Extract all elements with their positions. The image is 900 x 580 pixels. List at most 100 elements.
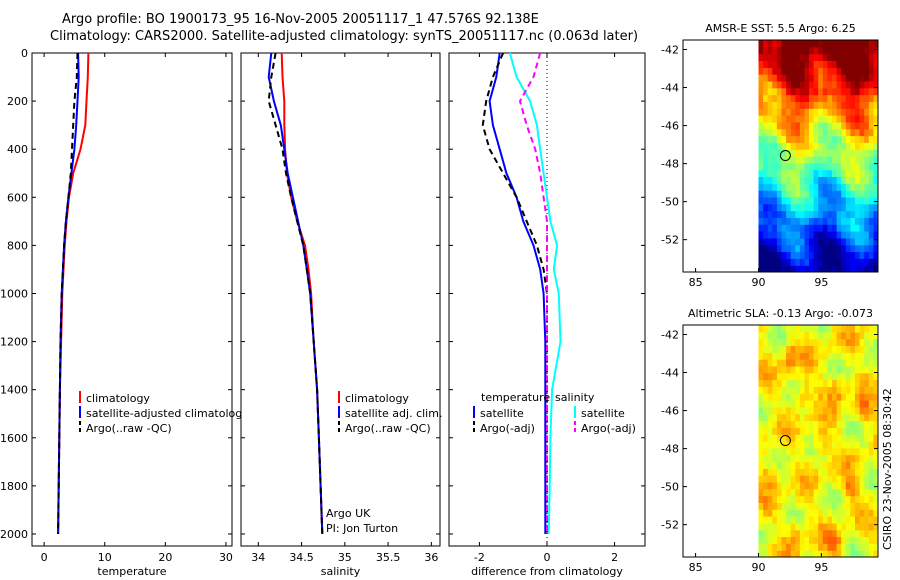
sla_map-cell (845, 475, 851, 483)
sst_map-cell (809, 149, 815, 157)
sla_map-cell (758, 481, 764, 490)
sla_map-cell (822, 454, 828, 462)
sla_map-cell (859, 372, 865, 381)
sst_map-cell (776, 231, 783, 239)
sst_map-cell (859, 67, 865, 75)
sst_map-cell (868, 196, 874, 205)
sst_map-cell (836, 67, 842, 75)
sst_map-cell (763, 74, 769, 82)
sst_map-cell (822, 101, 828, 109)
sla_map-cell (772, 386, 778, 394)
sla_map-cell (758, 434, 764, 442)
sla_map-cell (776, 379, 783, 387)
sla_map-cell (818, 386, 824, 394)
sla_map-cell (845, 488, 851, 497)
sst_map-cell (790, 203, 796, 212)
sla_map-cell (818, 359, 824, 367)
sst_map-cell (850, 142, 856, 150)
sst_map-cell (763, 40, 769, 48)
sst_map-cell (864, 210, 870, 218)
sst_map-cell (786, 94, 792, 102)
sla_map-cell (859, 454, 865, 462)
sla_map-cell (767, 420, 773, 428)
sst_map-cell (790, 237, 796, 246)
sst_map-cell (795, 231, 801, 239)
sst_map-cell (827, 53, 833, 61)
sla_map-cell (818, 325, 824, 333)
sst_map-cell (763, 231, 769, 239)
sla_map-cell (758, 516, 764, 524)
sla_map-cell (864, 516, 870, 524)
sst_map-cell (873, 80, 878, 89)
sst_map-cell (832, 128, 838, 137)
sla_map-cell (772, 550, 778, 557)
sst_map-cell (859, 183, 865, 191)
sst_map-cell (804, 60, 810, 68)
sst_map-cell (836, 258, 842, 266)
sla_map-cell (818, 420, 824, 428)
sla_map-cell (822, 434, 828, 442)
sla_map-cell (763, 468, 769, 476)
difference-legend-temperature-entry-label: satellite (480, 407, 524, 420)
sst_map-cell (767, 183, 773, 191)
sla_map-cell (772, 488, 778, 497)
sst_map-cell (799, 265, 806, 272)
sst_map-cell (864, 53, 870, 61)
sst_map-cell (772, 46, 778, 55)
sla_map-cell (873, 488, 878, 497)
sst_map-cell (822, 46, 828, 55)
sst_map-cell (767, 244, 773, 253)
sst_map-cell (809, 162, 815, 171)
sst_map-cell (781, 121, 787, 130)
sst_map-cell (804, 231, 810, 239)
sla_map-cell (767, 352, 773, 360)
sla_map-cell (786, 400, 792, 408)
difference-series-line-3 (518, 52, 548, 534)
sst_map-cell (855, 237, 861, 246)
sla_map-cell (836, 475, 842, 483)
sst_map-cell (804, 224, 810, 232)
sla_map-cell (813, 427, 819, 435)
sst_map-cell (799, 190, 806, 198)
sla_map-cell (781, 550, 787, 557)
sla_map-cell (809, 475, 815, 483)
sst_map-cell (804, 135, 810, 143)
sla_map-cell (864, 372, 870, 381)
sla_map-cell (795, 509, 801, 517)
sla_map-cell (827, 365, 833, 374)
sst_map-cell (827, 40, 833, 48)
sst_map-cell (804, 265, 810, 272)
sst_map-cell (809, 265, 815, 272)
sst_map-cell (836, 156, 842, 164)
sla_map-cell (832, 550, 838, 557)
sla_map-cell (795, 502, 801, 510)
sla_map-cell (790, 475, 796, 483)
sla_map-cell (786, 522, 792, 531)
sla_map-cell (758, 509, 764, 517)
sla_map-cell (845, 379, 851, 387)
sla_map-cell (767, 461, 773, 469)
sst_map-cell (809, 217, 815, 225)
sla_map-cell (809, 502, 815, 510)
sla_map-cell (818, 365, 824, 374)
sst_map-cell (822, 121, 828, 130)
sst_map-cell (822, 217, 828, 225)
sla_map-cell (758, 502, 764, 510)
sst_map-cell (822, 108, 828, 116)
sla_map-cell (864, 509, 870, 517)
sla_map-cell (832, 516, 838, 524)
difference-series-line-1 (481, 52, 548, 534)
sst_map-cell (813, 60, 819, 68)
sla_map-cell (809, 413, 815, 422)
sst_map-cell (864, 128, 870, 137)
sla_map-cell (786, 338, 792, 346)
sla_map-cell (827, 495, 833, 503)
sla_map-cell (776, 502, 783, 510)
sst_map-cell (767, 80, 773, 89)
sla_map-cell (767, 447, 773, 456)
sla_map-cell (818, 454, 824, 462)
sst_map-cell (786, 244, 792, 253)
difference-xtick-label: -2 (474, 551, 485, 564)
sst_map-cell (804, 108, 810, 116)
